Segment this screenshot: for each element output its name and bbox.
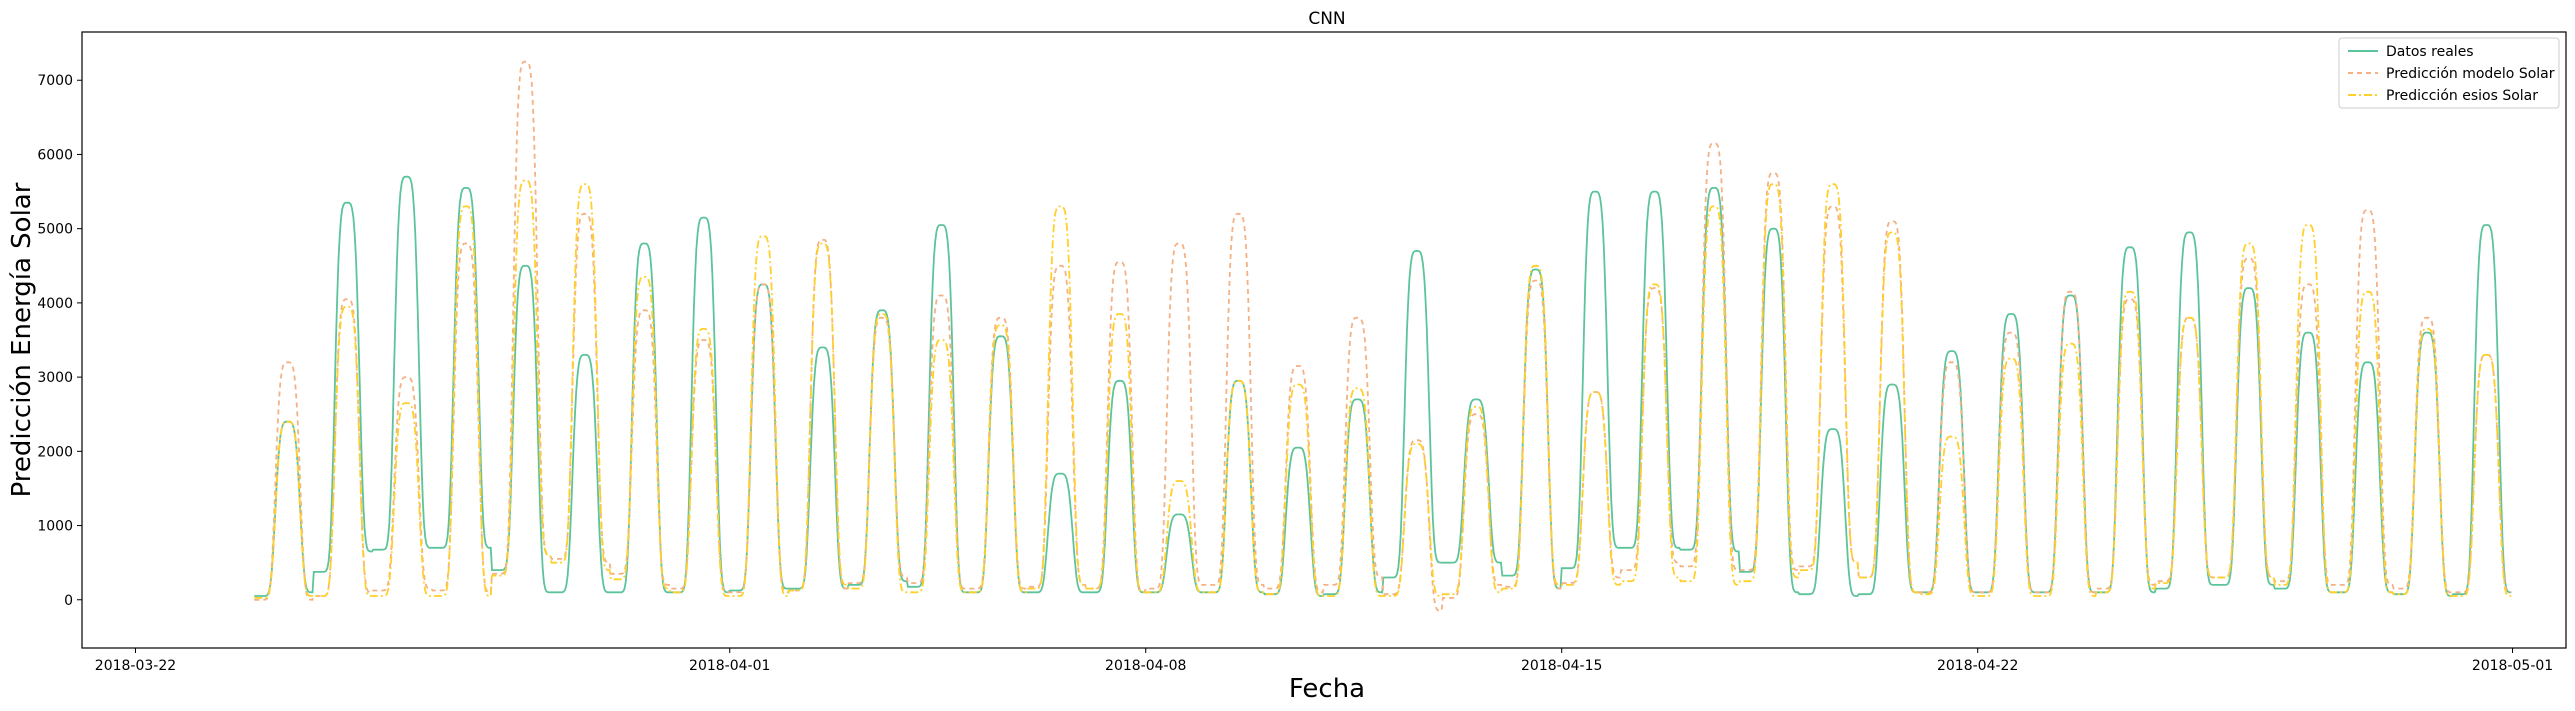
y-tick-label: 2000: [37, 444, 73, 460]
legend-label: Predicción modelo Solar: [2386, 66, 2555, 82]
y-tick-label: 3000: [37, 370, 73, 386]
x-tick-label: 2018-04-08: [1105, 658, 1186, 674]
x-tick-label: 2018-04-22: [1937, 658, 2018, 674]
legend-frame: [2338, 37, 2560, 109]
legend-item: Predicción esios Solar: [2348, 88, 2538, 104]
y-tick-label: 4000: [37, 296, 73, 312]
x-axis-ticks: 2018-03-22 2018-04-01 2018-04-08 2018-04-15…: [95, 648, 2553, 674]
legend-item: Datos reales: [2348, 44, 2474, 60]
y-tick-label: 7000: [37, 73, 73, 89]
x-tick-label: 2018-05-01: [2472, 658, 2553, 674]
series-line: [254, 179, 2512, 599]
y-axis-ticks: 0 1000 2000 3000 4000 5000 6000 7000: [37, 73, 82, 609]
legend-label: Datos reales: [2386, 44, 2474, 60]
legend: Datos reales Predicción modelo Solar Pre…: [2338, 37, 2560, 109]
x-axis-label: Fecha: [1289, 674, 1365, 704]
chart-title: CNN: [1308, 9, 1345, 29]
legend-item: Predicción modelo Solar: [2348, 66, 2555, 82]
series-lines: [254, 60, 2512, 612]
x-tick-label: 2018-04-01: [689, 658, 770, 674]
y-tick-label: 5000: [37, 222, 73, 238]
x-tick-label: 2018-03-22: [95, 658, 176, 674]
plot-frame: [81, 31, 2567, 649]
legend-label: Predicción esios Solar: [2386, 88, 2538, 104]
x-tick-label: 2018-04-15: [1521, 658, 1602, 674]
y-tick-label: 1000: [37, 519, 73, 535]
y-tick-label: 6000: [37, 147, 73, 163]
y-tick-label: 0: [64, 593, 73, 609]
plot-area: 2018-03-22 2018-04-01 2018-04-08 2018-04-15…: [37, 31, 2567, 674]
y-axis-label: Predicción Energía Solar: [7, 182, 37, 497]
series-line: [254, 60, 2512, 612]
